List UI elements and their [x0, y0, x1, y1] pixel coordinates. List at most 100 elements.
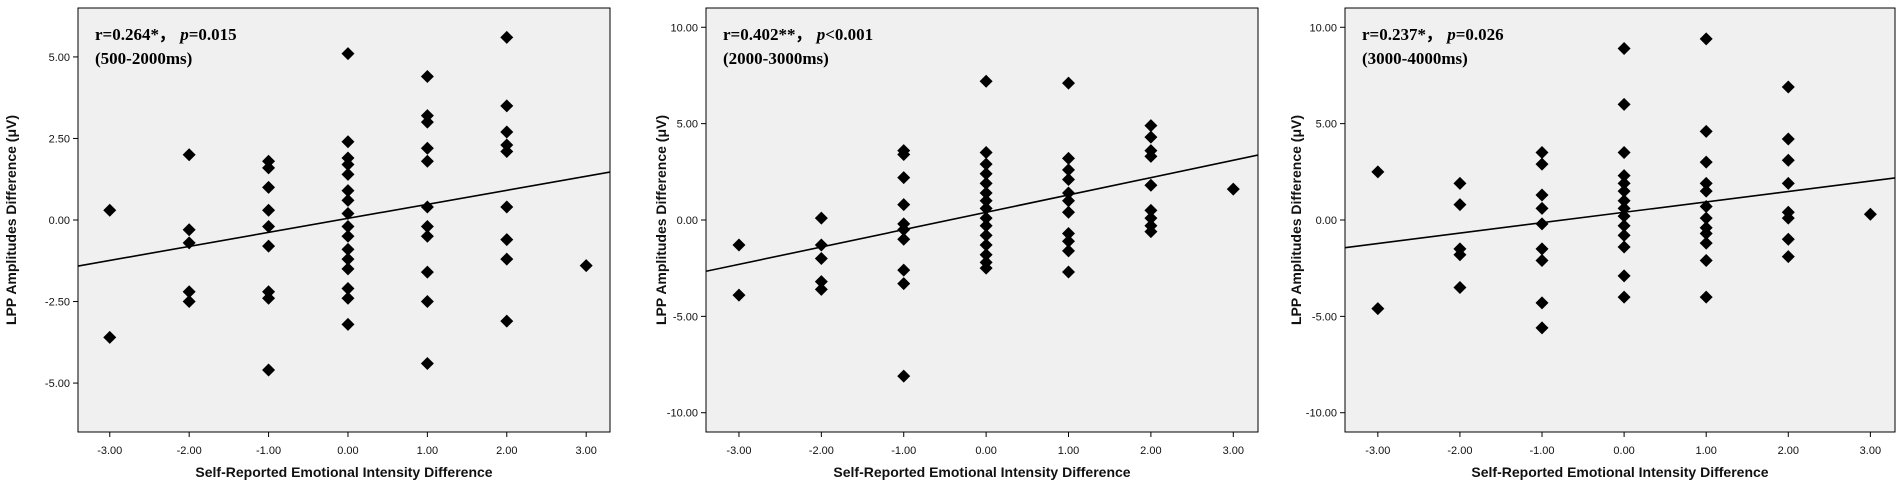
- data-point: [1699, 211, 1713, 225]
- scatter-chart: -10.00 -5.00 0.00 5.00 10.00 -3.00 -2.00 -1.00 0…: [1288, 7, 1896, 480]
- data-point: [897, 223, 911, 237]
- data-point: [1699, 290, 1713, 304]
- data-point: [897, 171, 911, 185]
- correlation-annotation: r=0.264*， p=0.015: [95, 25, 237, 44]
- data-point: [182, 285, 196, 299]
- x-tick-label: -2.00: [177, 445, 202, 457]
- y-tick-label: 5.00: [677, 119, 698, 131]
- data-point: [979, 228, 993, 242]
- data-point: [897, 147, 911, 161]
- data-point: [500, 314, 514, 328]
- data-point: [1781, 153, 1795, 167]
- data-point: [897, 198, 911, 212]
- data-point: [1535, 321, 1549, 335]
- y-tick-label: 0.00: [677, 215, 698, 227]
- data-point: [1781, 250, 1795, 264]
- data-point: [1144, 203, 1158, 217]
- data-point: [897, 277, 911, 291]
- plot-area: [77, 7, 611, 433]
- y-tick-label: 10.00: [1309, 22, 1337, 34]
- regression-line: [1345, 177, 1895, 249]
- data-point: [500, 99, 514, 113]
- data-point: [341, 252, 355, 266]
- data-point: [262, 154, 276, 168]
- time-window-annotation: (3000-4000ms): [1362, 49, 1468, 68]
- data-point: [1617, 209, 1631, 223]
- data-point: [420, 357, 434, 371]
- scatter-panel-2: -10.00 -5.00 0.00 5.00 10.00 -3.00 -2.00 -1.00 0…: [650, 0, 1265, 489]
- data-point: [1617, 240, 1631, 254]
- data-point: [814, 275, 828, 289]
- data-point: [1781, 176, 1795, 190]
- data-point: [1453, 198, 1467, 212]
- data-point: [1699, 32, 1713, 46]
- data-point: [262, 203, 276, 217]
- data-point: [262, 291, 276, 305]
- data-point: [979, 248, 993, 262]
- data-point: [979, 194, 993, 208]
- data-point: [262, 363, 276, 377]
- data-point: [103, 203, 117, 217]
- regression-line: [78, 171, 610, 267]
- x-tick-label: -1.00: [256, 445, 281, 457]
- data-point: [182, 236, 196, 250]
- y-tick-label: 2.50: [49, 133, 70, 145]
- data-point: [732, 238, 746, 252]
- scatter-panel-3: -10.00 -5.00 0.00 5.00 10.00 -3.00 -2.00 -1.00 0…: [1285, 0, 1900, 489]
- data-point: [182, 295, 196, 309]
- data-point: [1535, 217, 1549, 231]
- data-point: [182, 148, 196, 162]
- scatter-panel-1: -5.00 -2.50 0.00 2.50 5.00 -3.00 -2.00 -1.00 0.0…: [0, 0, 615, 489]
- data-point: [341, 229, 355, 243]
- data-point: [1144, 119, 1158, 133]
- data-point: [1781, 132, 1795, 146]
- data-point: [420, 220, 434, 234]
- data-point: [341, 167, 355, 181]
- data-point: [814, 211, 828, 225]
- data-point: [1617, 269, 1631, 283]
- x-tick-label: 3.00: [1860, 445, 1881, 457]
- data-point: [1144, 130, 1158, 144]
- data-point: [979, 74, 993, 88]
- y-tick-label: -10.00: [1306, 408, 1337, 420]
- data-point: [1781, 211, 1795, 225]
- data-point: [1617, 184, 1631, 198]
- data-point: [420, 154, 434, 168]
- data-point: [341, 135, 355, 149]
- data-point: [1226, 182, 1240, 196]
- data-point: [1535, 201, 1549, 215]
- y-tick-label: -5.00: [673, 311, 698, 323]
- data-point: [979, 219, 993, 233]
- data-point: [1699, 176, 1713, 190]
- data-point: [1453, 176, 1467, 190]
- data-point: [1062, 186, 1076, 200]
- data-point: [1699, 155, 1713, 169]
- data-point: [1699, 253, 1713, 267]
- x-tick-label: -3.00: [726, 445, 751, 457]
- data-point: [1062, 163, 1076, 177]
- x-tick-label: 0.00: [337, 445, 358, 457]
- scatter-chart: -10.00 -5.00 0.00 5.00 10.00 -3.00 -2.00 -1.00 0…: [653, 7, 1259, 480]
- data-point: [979, 167, 993, 181]
- data-point: [979, 176, 993, 190]
- data-point: [1453, 280, 1467, 294]
- data-point: [979, 261, 993, 275]
- data-point: [262, 285, 276, 299]
- y-axis-label: LPP Amplitudes Difference (μV): [653, 115, 669, 325]
- x-tick-label: 0.00: [975, 445, 996, 457]
- data-point: [420, 295, 434, 309]
- data-point: [1617, 228, 1631, 242]
- y-tick-label: -10.00: [667, 408, 698, 420]
- data-point: [341, 206, 355, 220]
- y-tick-label: 10.00: [670, 22, 698, 34]
- data-point: [979, 201, 993, 215]
- data-point: [1617, 169, 1631, 183]
- data-point: [1144, 149, 1158, 163]
- data-point: [1535, 157, 1549, 171]
- x-tick-label: 2.00: [1778, 445, 1799, 457]
- data-point: [262, 161, 276, 175]
- data-point: [1535, 242, 1549, 256]
- x-tick-label: -3.00: [1365, 445, 1390, 457]
- x-tick-label: -2.00: [809, 445, 834, 457]
- data-point: [1144, 178, 1158, 192]
